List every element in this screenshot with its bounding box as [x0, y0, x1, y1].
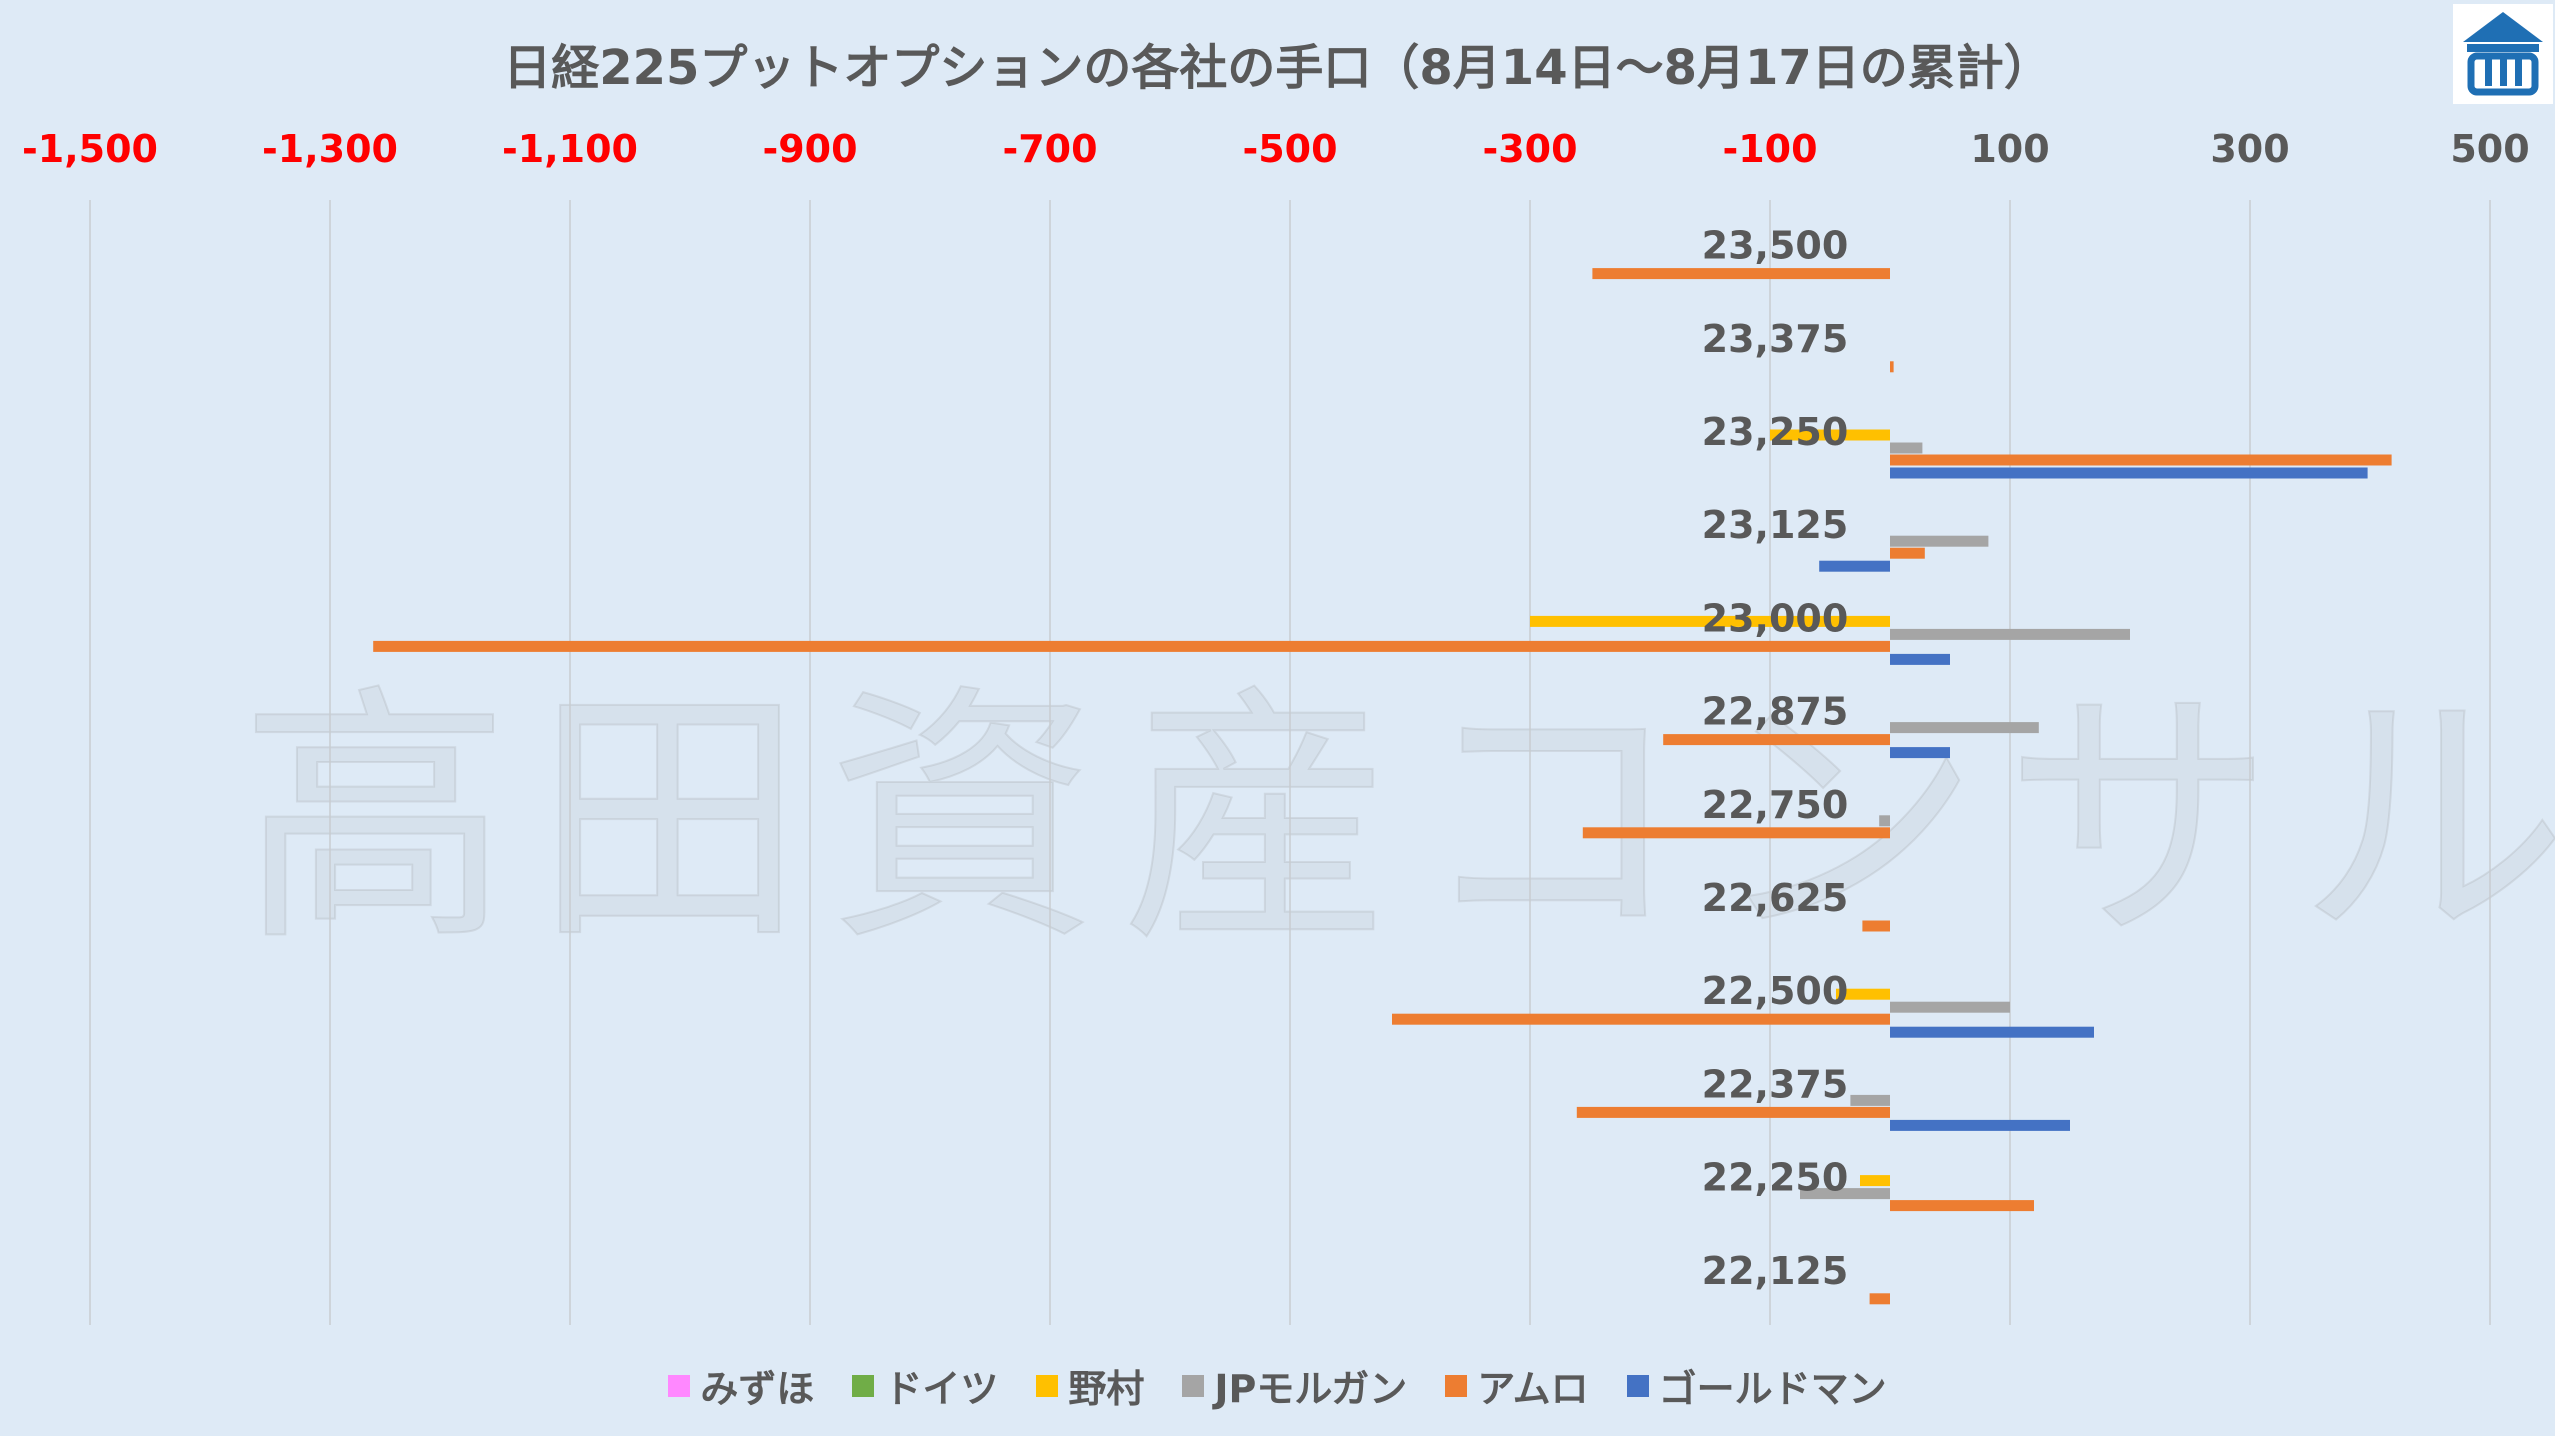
category-label: 22,250: [1702, 1156, 1849, 1200]
category-label: 23,375: [1702, 317, 1849, 361]
x-tick-label: 100: [1970, 127, 2049, 171]
category-label: 22,625: [1702, 876, 1849, 920]
legend-swatch: [1445, 1374, 1468, 1397]
bar-ゴールドマン: [1890, 747, 1950, 759]
legend-item: 野村: [1036, 1358, 1144, 1413]
bar-JPモルガン: [1890, 722, 2039, 734]
category-label: 23,250: [1702, 410, 1849, 454]
x-tick-label: -700: [1002, 127, 1097, 171]
company-logo: [2453, 4, 2553, 104]
legend-label: JPモルガン: [1214, 1367, 1408, 1411]
bar-アムロ: [1582, 827, 1890, 839]
bar-JPモルガン: [1890, 442, 1923, 454]
category-label: 22,125: [1702, 1249, 1849, 1293]
bar-野村: [1836, 988, 1890, 1000]
bar-野村: [1770, 429, 1890, 441]
legend-swatch: [852, 1374, 875, 1397]
bar-ゴールドマン: [1890, 1026, 2094, 1038]
x-tick-label: -1,100: [502, 127, 638, 171]
category-label: 23,000: [1702, 596, 1849, 640]
bar-野村: [1860, 1175, 1890, 1187]
bar-アムロ: [1576, 1106, 1890, 1118]
category-labels: 23,500 23,375 23,250 23,125 23,000 22,875 22,7…: [1702, 224, 1849, 1293]
x-tick-label: -900: [762, 127, 857, 171]
category-label: 22,750: [1702, 783, 1849, 827]
legend-item: ドイツ: [852, 1358, 998, 1413]
bar-ゴールドマン: [1890, 653, 1950, 665]
x-tick-label: 500: [2450, 127, 2529, 171]
bar-ゴールドマン: [1890, 1119, 2070, 1131]
x-tick-label: -500: [1242, 127, 1337, 171]
category-label: 23,500: [1702, 224, 1849, 268]
legend-label: みずほ: [700, 1367, 815, 1411]
legend: みずほ ドイツ 野村 JPモルガン アムロ ゴールドマン: [0, 1358, 2555, 1413]
bar-アムロ: [1862, 920, 1890, 932]
x-tick-label: 300: [2210, 127, 2289, 171]
bar-アムロ: [1869, 1293, 1890, 1305]
bar-アムロ: [1890, 361, 1894, 373]
bar-野村: [1530, 615, 1890, 627]
category-label: 22,500: [1702, 969, 1849, 1013]
legend-label: 野村: [1068, 1367, 1145, 1411]
legend-label: ゴールドマン: [1658, 1367, 1887, 1411]
bar-アムロ: [373, 640, 1891, 652]
legend-item: JPモルガン: [1182, 1358, 1407, 1413]
bar-アムロ: [1392, 1013, 1890, 1025]
legend-label: ドイツ: [884, 1367, 999, 1411]
legend-swatch: [1182, 1374, 1205, 1397]
gridlines: [89, 200, 2491, 1325]
bar-JPモルガン: [1890, 535, 1989, 547]
x-tick-label: -100: [1722, 127, 1817, 171]
legend-label: アムロ: [1477, 1367, 1589, 1411]
legend-item: ゴールドマン: [1626, 1358, 1887, 1413]
bar-アムロ: [1663, 734, 1890, 746]
x-tick-label: -300: [1482, 127, 1577, 171]
category-label: 22,375: [1702, 1062, 1849, 1106]
bar-JPモルガン: [1850, 1094, 1890, 1106]
legend-item: アムロ: [1445, 1358, 1589, 1413]
bar-アムロ: [1592, 268, 1890, 280]
legend-swatch: [1036, 1374, 1059, 1397]
x-axis-ticks: -1,500 -1,300 -1,100 -900 -700 -500 -300 -100 10…: [22, 127, 2530, 171]
bar-JPモルガン: [1879, 815, 1890, 827]
chart-title: 日経225プットオプションの各社の手口（8月14日～8月17日の累計）: [503, 40, 2052, 96]
legend-swatch: [668, 1374, 691, 1397]
legend-item: みずほ: [668, 1358, 814, 1413]
bar-アムロ: [1890, 1200, 2034, 1212]
x-tick-label: -1,500: [22, 127, 158, 171]
category-label: 22,875: [1702, 690, 1849, 734]
bar-JPモルガン: [1890, 1001, 2010, 1013]
x-tick-label: -1,300: [262, 127, 398, 171]
legend-swatch: [1626, 1374, 1649, 1397]
bar-ゴールドマン: [1890, 467, 2368, 479]
bars: [373, 268, 2392, 1305]
category-label: 23,125: [1702, 503, 1849, 547]
bar-アムロ: [1890, 454, 2392, 466]
bar-JPモルガン: [1890, 628, 2130, 640]
company-logo-icon: [2463, 12, 2543, 96]
bar-JPモルガン: [1800, 1188, 1890, 1200]
bar-ゴールドマン: [1819, 560, 1890, 572]
bar-アムロ: [1890, 547, 1925, 559]
